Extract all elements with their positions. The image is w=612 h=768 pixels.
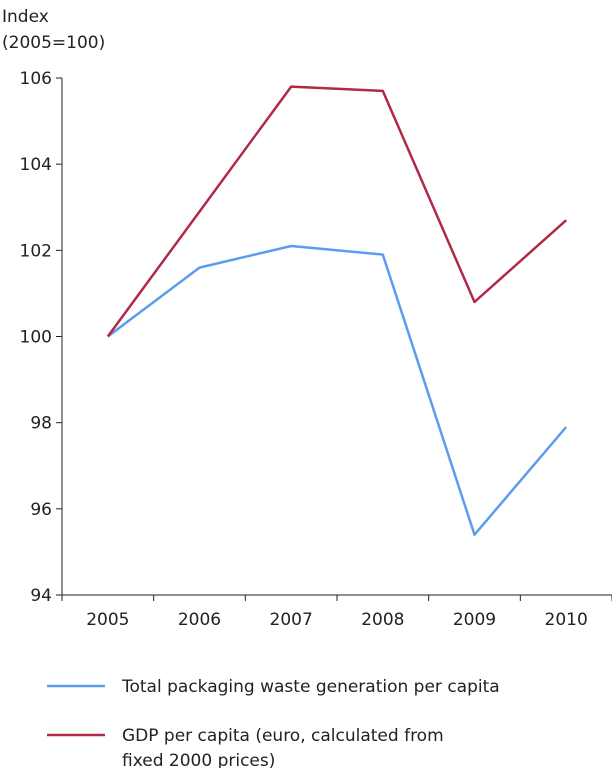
y-tick-label: 104 [20,155,52,175]
x-tick-label: 2010 [545,610,588,630]
x-tick-label: 2007 [270,610,313,630]
x-tick-label: 2005 [86,610,129,630]
series-lines [106,85,568,536]
legend: Total packaging waste generation per cap… [47,677,500,768]
y-tick-label: 100 [20,328,52,348]
x-tick-label: 2008 [361,610,404,630]
y-tick-label: 98 [30,414,52,434]
y-tick-label: 102 [20,241,52,261]
y-tick-label: 94 [30,586,52,606]
legend-label-2: fixed 2000 prices) [122,751,275,768]
y-tick-label: 106 [20,69,52,89]
y-tick-label: 96 [30,500,52,520]
legend-label-1: Total packaging waste generation per cap… [121,677,500,697]
legend-label-2: GDP per capita (euro, calculated from [122,726,444,746]
axes: 94 96 98 100 102 104 106 2005 2006 2007 2008 2009 20… [20,69,612,630]
series-line-1 [107,244,568,536]
x-tick-label: 2006 [178,610,221,630]
series-line-2 [106,85,568,338]
y-axis-title-line-1: Index [2,7,49,27]
y-axis-title-line-2: (2005=100) [2,33,105,53]
x-tick-label: 2009 [453,610,496,630]
